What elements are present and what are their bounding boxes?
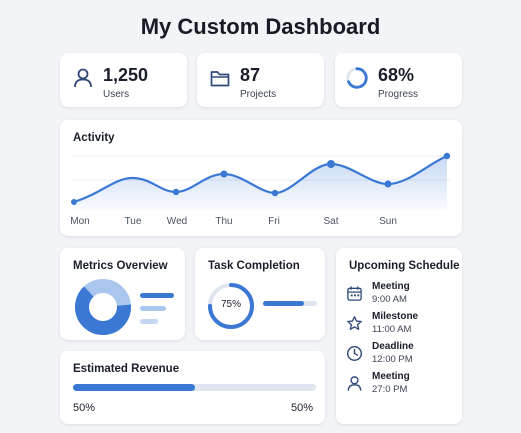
schedule-item[interactable]: Meeting 9:00 AM — [346, 281, 456, 309]
schedule-item-title: Meeting — [372, 371, 410, 382]
schedule-item[interactable]: Meeting 27:0 PM — [346, 371, 456, 399]
legend-bar — [140, 306, 166, 311]
revenue-progress-fill — [73, 384, 195, 391]
task-progress-ring — [208, 283, 254, 329]
schedule-title: Upcoming Schedule — [349, 260, 460, 272]
calendar-icon — [347, 286, 362, 301]
metrics-donut — [75, 279, 131, 335]
task-title: Task Completion — [208, 260, 300, 272]
data-point — [327, 160, 335, 168]
task-completion-card: Task Completion 75% — [195, 248, 325, 340]
stat-label: Progress — [378, 89, 419, 100]
schedule-item[interactable]: Deadline 12:00 PM — [346, 341, 456, 369]
stat-value: 1,250 — [103, 65, 149, 85]
stat-card-users[interactable]: 1,250 Users — [60, 53, 187, 107]
activity-area — [74, 156, 447, 210]
schedule-item-time: 9:00 AM — [372, 294, 407, 305]
day-label: Sat — [323, 216, 339, 227]
task-progress-track — [263, 301, 317, 306]
upcoming-schedule-card: Upcoming Schedule Meeting 9:00 AM Milest… — [336, 248, 462, 424]
data-point — [172, 188, 180, 196]
day-label: Thu — [215, 216, 233, 227]
day-label: Sun — [379, 216, 397, 227]
metrics-title: Metrics Overview — [73, 260, 168, 272]
stat-card-progress[interactable]: 68% Progress — [335, 53, 462, 107]
data-point — [71, 199, 77, 205]
day-label: Fri — [268, 216, 280, 227]
schedule-item-time: 27:0 PM — [372, 384, 408, 395]
day-label: Mon — [70, 216, 90, 227]
estimated-revenue-card: Estimated Revenue 50% 50% — [60, 351, 325, 424]
revenue-title: Estimated Revenue — [73, 363, 180, 375]
schedule-item[interactable]: Milestone 11:00 AM — [346, 311, 456, 339]
schedule-item-title: Meeting — [372, 281, 410, 292]
clock-icon — [346, 345, 363, 362]
stat-label: Users — [103, 89, 130, 100]
day-label: Tue — [124, 216, 142, 227]
schedule-item-time: 11:00 AM — [372, 324, 412, 335]
schedule-item-title: Milestone — [372, 311, 419, 322]
data-point — [443, 152, 451, 160]
revenue-progress-track — [73, 384, 316, 391]
schedule-item-title: Deadline — [372, 341, 414, 352]
schedule-item-time: 12:00 PM — [372, 354, 413, 365]
task-percent: 75% — [220, 299, 241, 310]
activity-chart — [71, 152, 451, 210]
star-icon — [347, 316, 362, 331]
user-icon — [74, 68, 92, 88]
day-label: Wed — [166, 216, 188, 227]
legend-bar — [140, 319, 158, 324]
activity-card: Activity Mon Tue Wed Thu Fri Sat Sun — [60, 120, 462, 236]
data-point — [384, 180, 392, 188]
legend-bar — [140, 293, 174, 298]
revenue-right-label: 50% — [290, 402, 313, 414]
stat-card-projects[interactable]: 87 Projects — [197, 53, 324, 107]
stat-label: Projects — [240, 89, 277, 100]
task-progress-fill — [263, 301, 304, 306]
activity-title: Activity — [73, 132, 115, 144]
metrics-overview-card: Metrics Overview — [60, 248, 185, 340]
progress-ring-icon — [346, 67, 368, 89]
user-icon — [347, 376, 362, 391]
data-point — [220, 170, 228, 178]
revenue-left-label: 50% — [73, 402, 96, 414]
folder-icon — [210, 71, 230, 87]
data-point — [271, 189, 279, 197]
stat-value: 68% — [378, 65, 415, 85]
page-title: My Custom Dashboard — [140, 14, 381, 39]
stat-value: 87 — [240, 65, 261, 85]
